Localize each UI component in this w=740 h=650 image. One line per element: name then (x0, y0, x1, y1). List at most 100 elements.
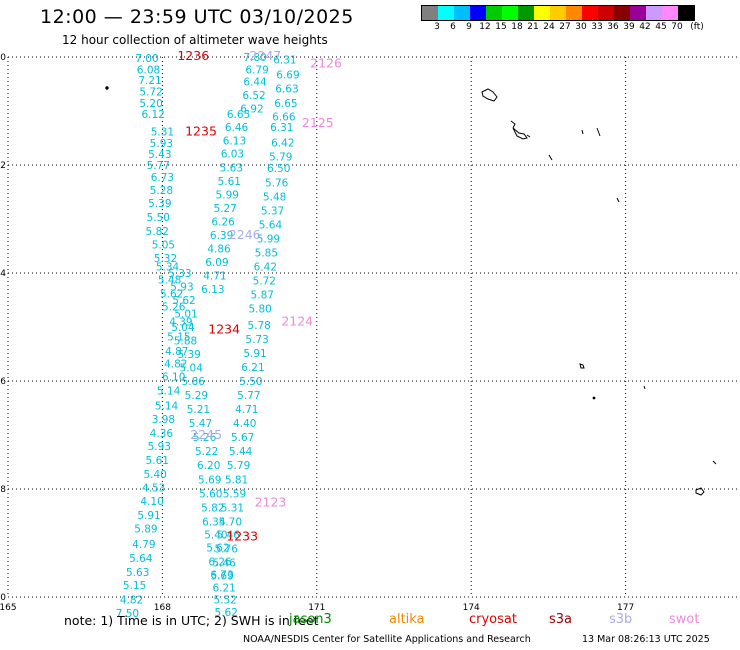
wave-height-value: 6.50 (267, 163, 290, 175)
wave-height-value: 7.80 (243, 52, 266, 64)
wave-height-value: 6.31 (270, 122, 293, 134)
wave-height-value: 5.89 (134, 523, 157, 535)
color-scale-label: 15 (495, 22, 507, 32)
wave-height-value: 5.62 (172, 295, 195, 307)
color-swatch (678, 6, 694, 20)
wave-height-value: 5.22 (195, 446, 218, 458)
color-swatch (454, 6, 470, 20)
wave-height-value: 7.21 (138, 75, 161, 87)
wave-height-value: 5.62 (215, 607, 238, 619)
wave-height-value: 6.03 (221, 149, 244, 161)
wave-height-value: 6.42 (271, 137, 294, 149)
pass-number-label: 2125 (302, 115, 334, 130)
wave-height-value: 7.50 (116, 608, 139, 620)
latitude-tick-label: -4 (0, 269, 6, 279)
wave-height-value: 6.66 (272, 111, 296, 123)
wave-height-value: 6.26 (208, 556, 232, 568)
color-scale-label: 70 (671, 22, 683, 32)
wave-height-value: 4.39 (169, 317, 192, 329)
page-title: 12:00 — 23:59 UTC 03/10/2025 (40, 6, 354, 28)
wave-height-value: 5.62 (160, 289, 183, 301)
pass-number-label: 1236 (177, 48, 209, 63)
island-outline (596, 127, 601, 137)
latitude-tick-label: 0 (0, 53, 6, 63)
wave-height-value: 5.50 (147, 212, 170, 224)
color-swatch (662, 6, 678, 20)
wave-height-value: 5.59 (223, 488, 246, 500)
wave-height-value: 5.32 (154, 253, 177, 265)
generation-timestamp: 13 Mar 08:26:13 UTC 2025 (582, 634, 710, 645)
wave-height-value: 5.26 (193, 432, 217, 444)
wave-height-value: 6.13 (223, 136, 246, 148)
island-outline (579, 363, 585, 369)
wave-height-value: 5.86 (182, 376, 206, 388)
longitude-tick-label: 174 (463, 603, 480, 613)
pass-labels: 1236 1235 1234 1233 2247 2246 2245 2126 2125 2124… (177, 48, 342, 544)
color-scale-label: 3 (434, 22, 440, 32)
color-swatch (534, 6, 550, 20)
wave-height-value: 5.82 (201, 502, 224, 514)
color-swatch (470, 6, 486, 20)
color-swatch (598, 6, 614, 20)
wave-height-value: 5.87 (251, 290, 274, 302)
wave-height-value: 5.01 (174, 309, 197, 321)
color-scale-label: 33 (591, 22, 603, 32)
wave-height-value: 5.79 (227, 460, 250, 472)
island-outline (512, 127, 528, 140)
wave-height-value: 5.48 (263, 191, 286, 203)
wave-height-value: 5.50 (239, 376, 262, 388)
island-outline (481, 88, 498, 102)
wave-height-value: 5.91 (243, 348, 266, 360)
wave-height-value: 5.77 (147, 160, 170, 172)
wave-height-value: 5.61 (218, 176, 241, 188)
wave-height-value: 5.33 (168, 268, 191, 280)
island-outline (510, 120, 516, 129)
island-outline (616, 197, 620, 203)
wave-height-value: 5.76 (265, 177, 289, 189)
wave-height-value: 4.79 (132, 539, 155, 551)
wave-height-value: 6.08 (137, 64, 160, 76)
longitude-tick-label: 177 (617, 603, 634, 613)
pass-number-label: 2123 (255, 495, 287, 510)
wave-height-value: 6.26 (211, 217, 235, 229)
color-scale-label: 27 (559, 22, 571, 32)
wave-height-value: 3.98 (152, 414, 175, 426)
island-outline (712, 460, 717, 465)
pass-number-label: 2126 (310, 55, 342, 70)
wave-height-value: 4.87 (165, 346, 188, 358)
latitude-tick-label: -6 (0, 377, 6, 387)
color-scale-bar (421, 5, 695, 21)
wave-height-value: 5.82 (146, 226, 169, 238)
wave-height-value: 5.72 (139, 87, 162, 99)
wave-height-value: 5.60 (199, 488, 222, 500)
wave-height-value: 5.93 (150, 138, 173, 150)
wave-height-value: 5.29 (185, 390, 208, 402)
wave-height-value: 5.37 (261, 205, 284, 217)
wave-height-value: 5.46 (212, 557, 236, 569)
pass-number-label: 2245 (190, 427, 222, 442)
wave-height-value: 5.39 (177, 349, 200, 361)
color-swatch (550, 6, 566, 20)
color-swatch (486, 6, 502, 20)
wave-height-value: 5.69 (210, 570, 233, 582)
wave-height-value: 6.20 (197, 460, 220, 472)
color-scale-label: 18 (511, 22, 523, 32)
color-scale-label: 36 (607, 22, 619, 32)
wave-height-value: 6.12 (141, 109, 164, 121)
pass-number-label: 2247 (249, 48, 281, 63)
wave-height-value: 5.85 (255, 247, 278, 259)
wave-height-value: 5.46 (217, 529, 241, 541)
island-outline (643, 385, 646, 390)
wave-height-value: 5.70 (219, 516, 242, 528)
latitude-tick-label: -8 (0, 485, 6, 495)
color-swatch (566, 6, 582, 20)
color-scale-label: 6 (450, 22, 456, 32)
wave-height-value: 6.79 (245, 64, 268, 76)
wave-height-value: 5.64 (259, 219, 283, 231)
longitude-tick-label: 168 (154, 603, 171, 613)
wave-height-value: 6.65 (227, 109, 250, 121)
wave-height-value: 5.52 (213, 595, 236, 607)
wave-height-value: 6.10 (162, 372, 185, 384)
wave-height-value: 6.44 (243, 76, 267, 88)
wave-height-value: 6.34 (202, 516, 226, 528)
